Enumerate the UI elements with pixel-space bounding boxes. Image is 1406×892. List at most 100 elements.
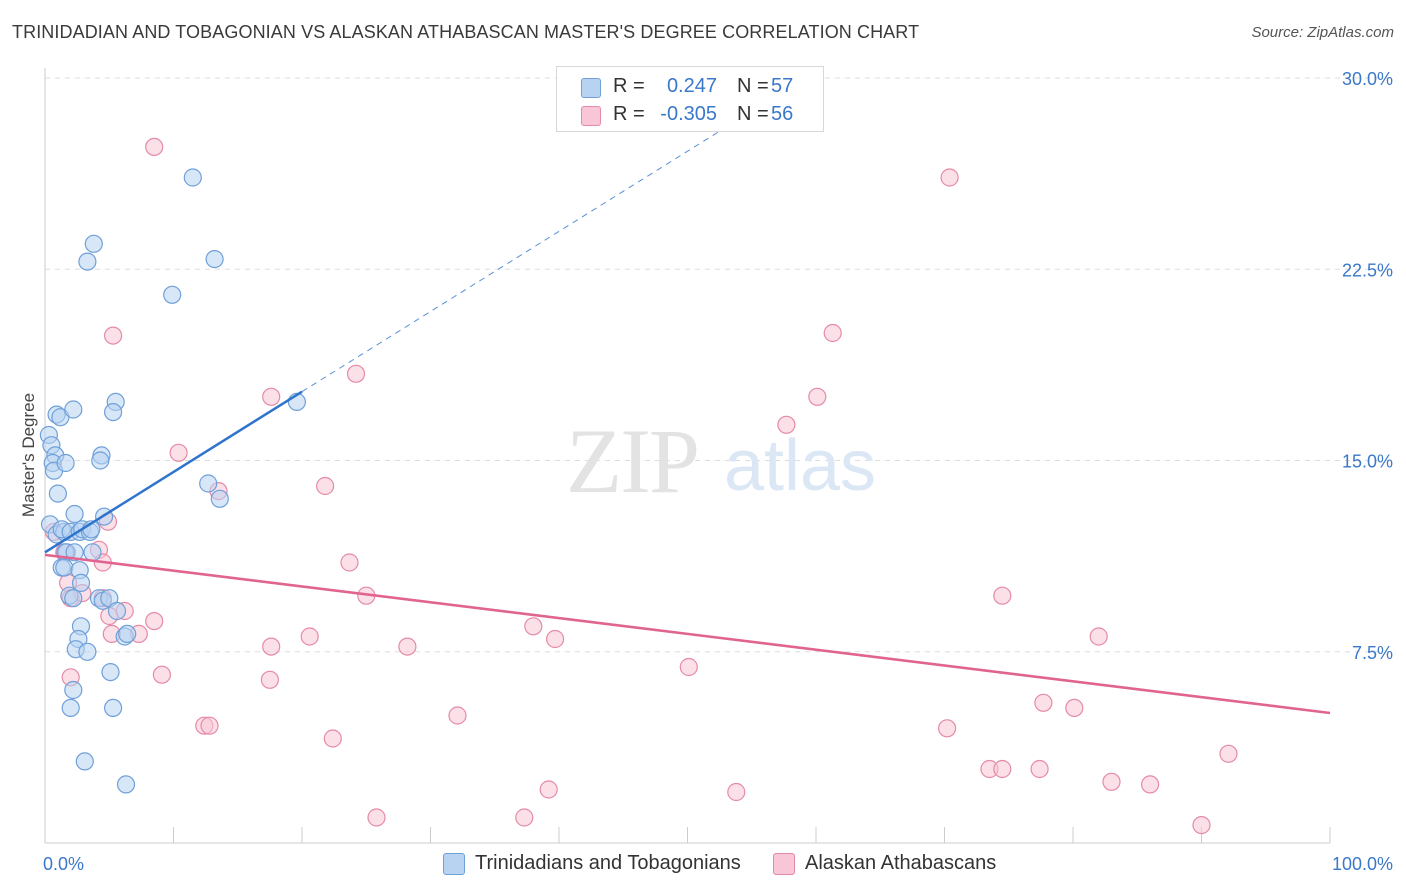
watermark-zip: ZIP — [566, 410, 698, 512]
pink-point — [398, 637, 417, 656]
pink-swatch — [773, 853, 795, 875]
axes-layer — [44, 68, 1331, 844]
watermark: ZIP atlas — [566, 410, 876, 512]
pink-point — [448, 706, 467, 725]
blue-point — [65, 543, 84, 562]
pink-point — [346, 364, 366, 383]
pink-point — [262, 387, 281, 406]
blue-point — [163, 285, 182, 304]
blue-point — [210, 489, 229, 508]
pink-point — [152, 665, 171, 684]
pink-point — [1219, 744, 1238, 763]
pink-point — [727, 782, 746, 802]
pink-swatch — [581, 106, 601, 126]
pink-point — [1065, 698, 1084, 718]
series-legend: Trinidadians and Tobagonians Alaskan Ath… — [0, 850, 1406, 878]
watermark-atlas: atlas — [724, 426, 876, 506]
pink-point — [808, 387, 827, 406]
blue-point — [103, 698, 123, 718]
trend-layer — [44, 110, 1331, 715]
source-credit: Source: ZipAtlas.com — [1251, 24, 1394, 41]
r-label: R = — [613, 75, 645, 97]
blue-point — [118, 624, 137, 644]
y-tick-label: 30.0% — [1342, 69, 1393, 89]
pink-point — [937, 719, 957, 738]
blue-point — [56, 453, 75, 473]
blue-point — [103, 403, 123, 422]
pink-point — [993, 586, 1012, 605]
n-label: N = — [737, 103, 769, 125]
pink-point — [1192, 815, 1211, 835]
blue-point — [78, 252, 97, 271]
blue-point — [71, 573, 91, 593]
legend-label: Trinidadians and Tobagonians — [475, 852, 741, 874]
blue-trend-extension — [301, 110, 753, 393]
pink-point — [316, 476, 335, 496]
pink-point — [993, 759, 1012, 779]
tick-labels: 7.5% 15.0% 22.5% 30.0% 0.0% 100.0% — [43, 69, 1393, 874]
pink-point — [515, 808, 534, 827]
blue-trend-line — [44, 390, 303, 554]
blue-point — [75, 752, 94, 771]
y-tick-label: 7.5% — [1352, 643, 1393, 663]
pink-point — [262, 637, 281, 656]
pink-point — [260, 670, 279, 689]
grid-layer — [45, 77, 1390, 653]
r-label: R = — [613, 103, 645, 125]
pink-point — [545, 629, 565, 649]
pink-point — [145, 137, 164, 156]
n-value: 56 — [771, 103, 794, 125]
pink-point — [169, 443, 188, 462]
blue-point — [78, 642, 97, 661]
pink-point — [1140, 775, 1160, 794]
pink-point — [1089, 627, 1108, 646]
pink-point — [1034, 693, 1053, 712]
blue-point — [61, 698, 80, 718]
n-value: 57 — [771, 75, 794, 97]
pink-point — [940, 168, 959, 187]
blue-point — [64, 589, 83, 608]
legend-row-blue: R = 0.247 N = 57 — [557, 73, 823, 101]
pink-point — [1030, 759, 1049, 779]
x-tick-label: 100.0% — [1332, 854, 1393, 874]
blue-point — [64, 400, 83, 419]
r-value: -0.305 — [660, 103, 717, 125]
blue-point — [65, 504, 84, 524]
points-layer — [39, 137, 1238, 835]
pink-point — [539, 780, 558, 799]
blue-point — [205, 250, 224, 269]
y-axis-label: Master's Degree — [19, 393, 38, 517]
blue-point — [64, 680, 83, 700]
blue-point — [48, 484, 68, 503]
blue-point — [83, 543, 102, 562]
pink-point — [823, 323, 842, 343]
legend-row-pink: R = -0.305 N = 56 — [557, 101, 823, 129]
pink-point — [200, 716, 219, 735]
pink-point — [103, 326, 123, 345]
pink-point — [367, 808, 386, 827]
pink-point — [300, 627, 319, 646]
pink-point — [777, 415, 796, 434]
blue-point — [183, 168, 202, 187]
blue-swatch — [581, 78, 601, 98]
pink-point — [340, 553, 359, 572]
blue-point — [107, 601, 127, 621]
x-tick-label: 0.0% — [43, 854, 84, 874]
blue-point — [84, 234, 103, 253]
chart-title: TRINIDADIAN AND TOBAGONIAN VS ALASKAN AT… — [12, 22, 920, 42]
r-value: 0.247 — [666, 75, 717, 97]
blue-point — [199, 474, 218, 493]
pink-trend-line — [44, 553, 1331, 715]
n-label: N = — [737, 75, 769, 97]
y-tick-label: 22.5% — [1342, 260, 1393, 280]
pink-point — [1102, 772, 1121, 791]
pink-point — [524, 617, 543, 636]
pink-point — [679, 657, 698, 677]
legend-label: Alaskan Athabascans — [805, 852, 997, 874]
correlation-legend: R = 0.247 N = 57 R = -0.305 N = 56 — [556, 66, 824, 132]
blue-swatch — [443, 853, 465, 875]
pink-point — [323, 729, 342, 748]
blue-point — [101, 662, 120, 682]
blue-point — [116, 775, 136, 794]
